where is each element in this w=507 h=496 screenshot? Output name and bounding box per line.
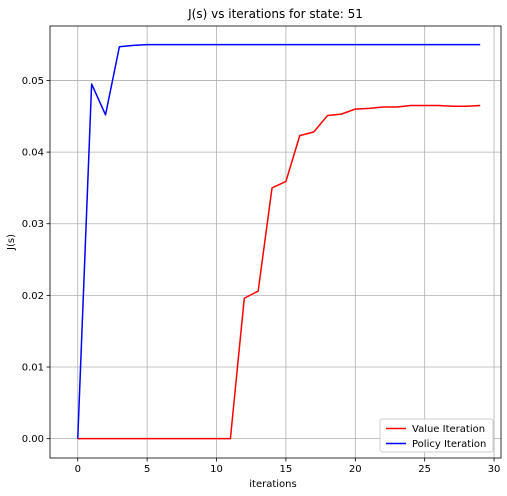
chart-title: J(s) vs iterations for state: 51 bbox=[187, 7, 363, 21]
x-axis-label: iterations bbox=[249, 479, 296, 490]
series-lines bbox=[77, 43, 481, 440]
legend: Value Iteration Policy Iteration bbox=[379, 418, 494, 453]
x-tick-label: 10 bbox=[210, 464, 223, 475]
x-tick-label: 25 bbox=[418, 464, 431, 475]
value-iteration-line bbox=[77, 104, 481, 440]
y-axis-label: J(s) bbox=[6, 234, 17, 251]
legend-label-value-iteration: Value Iteration bbox=[412, 424, 485, 435]
x-tick-label: 20 bbox=[349, 464, 362, 475]
y-tick-label: 0.00 bbox=[22, 434, 44, 445]
axis-ticks: 0 5 10 15 20 25 30 0.00 0.01 0.02 0.03 0.04 0.05 bbox=[22, 76, 501, 475]
y-tick-label: 0.01 bbox=[22, 363, 44, 374]
plot-area-frame bbox=[49, 25, 502, 459]
y-tick-label: 0.03 bbox=[22, 219, 44, 230]
y-tick-label: 0.02 bbox=[22, 291, 44, 302]
x-tick-label: 15 bbox=[280, 464, 293, 475]
x-tick-label: 0 bbox=[75, 464, 81, 475]
policy-iteration-line bbox=[77, 43, 481, 439]
y-tick-label: 0.05 bbox=[22, 76, 44, 87]
legend-box bbox=[379, 418, 494, 453]
x-tick-label: 5 bbox=[144, 464, 150, 475]
x-tick-label: 30 bbox=[488, 464, 501, 475]
legend-label-policy-iteration: Policy Iteration bbox=[412, 439, 486, 450]
y-tick-label: 0.04 bbox=[22, 148, 44, 159]
